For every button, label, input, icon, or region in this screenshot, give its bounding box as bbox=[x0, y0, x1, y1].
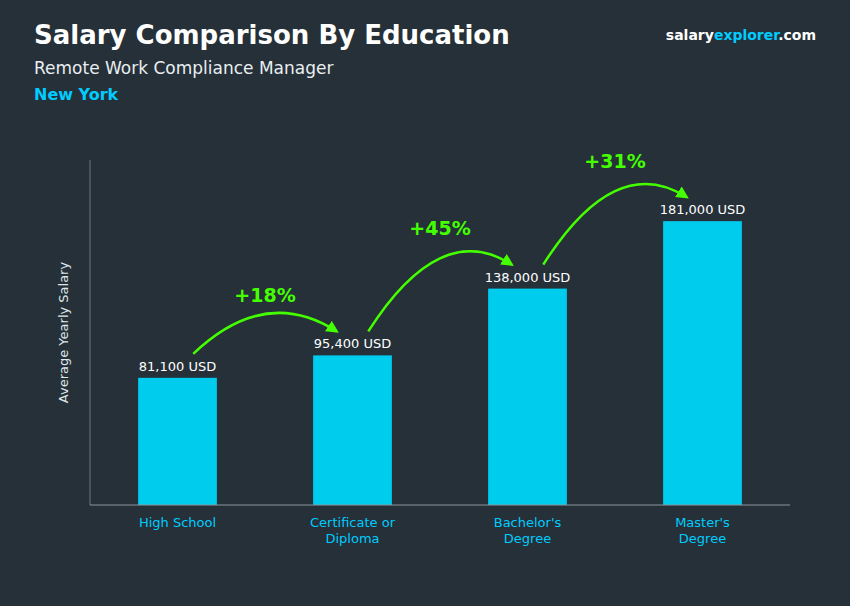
chart: Salary Comparison By Education Remote Wor… bbox=[0, 0, 850, 606]
x-tick-label: Master'sDegree bbox=[675, 515, 730, 546]
y-axis-line bbox=[90, 160, 91, 505]
growth-arrow bbox=[543, 184, 687, 265]
x-tick-label-line: Degree bbox=[679, 531, 726, 546]
annotation: +31% bbox=[584, 150, 645, 172]
bar bbox=[313, 355, 392, 505]
x-tick-label: High School bbox=[139, 515, 216, 530]
x-tick-label: Bachelor'sDegree bbox=[494, 515, 562, 546]
growth-arrow bbox=[193, 313, 337, 354]
y-axis-label: Average Yearly Salary bbox=[56, 262, 71, 404]
x-tick-label-line: Bachelor's bbox=[494, 515, 562, 530]
x-tick-label-line: High School bbox=[139, 515, 216, 530]
data-label: 81,100 USD bbox=[139, 359, 216, 374]
bar bbox=[663, 221, 742, 505]
data-label: 138,000 USD bbox=[485, 270, 571, 285]
bar bbox=[488, 289, 567, 505]
brand-part: explorer bbox=[714, 27, 780, 43]
x-axis-line bbox=[90, 505, 790, 506]
title: Salary Comparison By Education bbox=[34, 20, 510, 50]
bars bbox=[138, 221, 742, 505]
growth-arrow bbox=[368, 251, 512, 331]
background bbox=[0, 0, 850, 606]
x-tick-label-line: Certificate or bbox=[310, 515, 396, 530]
annotation: +18% bbox=[234, 284, 295, 306]
data-label: 95,400 USD bbox=[314, 336, 391, 351]
x-tick-label-line: Diploma bbox=[325, 531, 379, 546]
data-label: 181,000 USD bbox=[660, 202, 746, 217]
x-tick-label: Certificate orDiploma bbox=[310, 515, 396, 546]
brand-part: .com bbox=[778, 27, 816, 43]
annotation: +45% bbox=[409, 217, 470, 239]
subtitle: Remote Work Compliance Manager bbox=[34, 58, 333, 78]
location: New York bbox=[34, 85, 119, 104]
bar bbox=[138, 378, 217, 505]
brand: salaryexplorer.com bbox=[666, 27, 816, 43]
x-tick-label-line: Degree bbox=[504, 531, 551, 546]
brand-part: salary bbox=[666, 27, 714, 43]
x-tick-label-line: Master's bbox=[675, 515, 730, 530]
